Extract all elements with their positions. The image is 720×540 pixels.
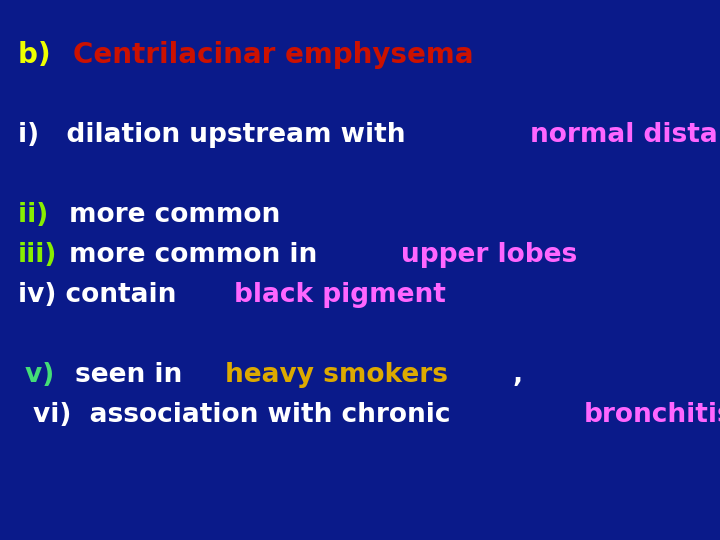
Text: iii): iii) <box>18 242 58 268</box>
Text: v): v) <box>25 362 63 388</box>
Text: upper lobes: upper lobes <box>401 242 577 268</box>
Text: i)   dilation upstream with: i) dilation upstream with <box>18 122 415 148</box>
Text: ii): ii) <box>18 202 58 228</box>
Text: more common: more common <box>69 202 280 228</box>
Text: ,: , <box>513 362 523 388</box>
Text: iv) contain: iv) contain <box>18 282 186 308</box>
Text: b): b) <box>18 41 60 69</box>
Text: vi)  association with chronic: vi) association with chronic <box>33 402 459 428</box>
Text: bronchitis: bronchitis <box>583 402 720 428</box>
Text: black pigment: black pigment <box>234 282 446 308</box>
Text: Centrilacinar emphysema: Centrilacinar emphysema <box>73 41 473 69</box>
Text: seen in: seen in <box>74 362 191 388</box>
Text: heavy smokers: heavy smokers <box>225 362 448 388</box>
Text: normal distal portions: normal distal portions <box>530 122 720 148</box>
Text: more common in: more common in <box>69 242 326 268</box>
